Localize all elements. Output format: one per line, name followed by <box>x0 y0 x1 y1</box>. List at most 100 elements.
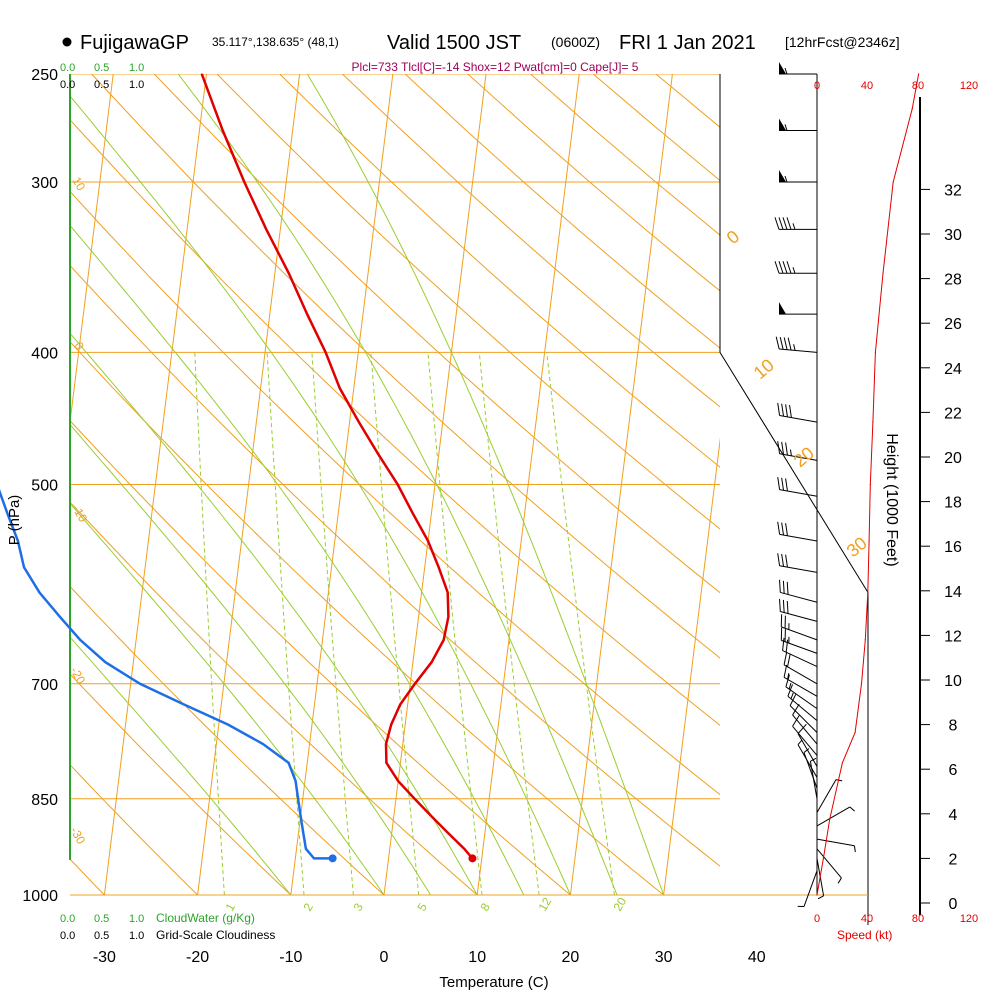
height-axis-label: Height (1000 Feet) <box>883 433 900 566</box>
height-tick-label: 30 <box>944 227 962 244</box>
axes-labels: -30 -20 -10 0 10 20 30 402503004005007008501000… <box>6 67 962 991</box>
wind-barb-full <box>782 261 788 274</box>
speed-profile-point <box>892 181 894 183</box>
pressure-tick-label: 250 <box>31 67 58 84</box>
dry-adiabat-line <box>91 74 720 659</box>
wind-barb-full <box>774 217 780 230</box>
temperature-point <box>265 228 267 230</box>
height-tick-label: 4 <box>949 807 958 824</box>
wind-barb-full <box>777 441 781 454</box>
speed-profile-point <box>918 73 920 75</box>
dewpoint-point <box>295 780 297 782</box>
wind-barb-full <box>777 521 781 535</box>
mixing-ratio-line <box>266 352 305 895</box>
dry-adiabat-line <box>70 673 292 895</box>
temperature-point <box>385 743 387 745</box>
wind-barb-staff <box>816 848 842 879</box>
mixing-ratio-line <box>194 352 225 895</box>
chart-header: FujigawaGP 35.117°,138.635° (48,1) Valid… <box>62 32 900 74</box>
wind-barb-full <box>789 694 797 706</box>
wind-barb-half <box>784 67 788 75</box>
valid-date: FRI 1 Jan 2021 <box>619 32 756 54</box>
wind-barb-half <box>817 895 824 900</box>
wind-barb-full <box>787 654 791 667</box>
wind-barb-staff <box>816 779 837 813</box>
valid-time: Valid 1500 JST <box>387 32 521 54</box>
moist-adiabat-line <box>70 636 292 895</box>
wind-barb-full <box>789 405 792 418</box>
dry-adiabat-line <box>0 74 11 895</box>
speed-profile-point <box>854 731 856 734</box>
wind-barb-staff <box>779 533 818 542</box>
speed-profile-line <box>816 73 920 896</box>
speed-profile <box>816 73 920 896</box>
x-tick-label: -30 <box>93 949 116 966</box>
mixing-ratio-label: 8 <box>477 900 493 913</box>
dry-adiabat-label: 30 <box>843 533 871 561</box>
dewpoint-point <box>297 798 299 800</box>
wind-barb-full <box>783 664 788 678</box>
dry-adiabat-line <box>70 340 664 895</box>
x-tick-label: -10 <box>279 949 302 966</box>
temperature-point <box>447 832 449 834</box>
mixing-ratio-line <box>427 352 483 895</box>
wind-barb-staff <box>779 453 818 461</box>
dry-adiabat-label: 0 <box>723 226 744 248</box>
wind-barb-staff <box>782 650 818 668</box>
cloudwater-label: CloudWater (g/Kg) <box>156 911 255 925</box>
wind-barb-full <box>783 652 788 665</box>
height-tick-label: 16 <box>944 539 962 556</box>
wind-barb-half <box>792 267 796 274</box>
height-tick-label: 28 <box>944 272 962 289</box>
dewpoint-point <box>287 762 290 764</box>
isotherm-line <box>70 74 114 426</box>
speed-profile-point <box>816 894 818 896</box>
wind-barb-full <box>787 684 794 697</box>
valid-utc: (0600Z) <box>551 34 600 50</box>
dewpoint-point <box>183 703 185 706</box>
mixing-ratio-line <box>370 352 420 895</box>
wind-barb-pennant <box>779 62 786 74</box>
dry-adiabat-line <box>404 74 720 349</box>
mixing-ratio-label: 20 <box>610 895 629 914</box>
temperature-point <box>463 848 465 850</box>
surface-dewpoint-marker <box>328 854 337 863</box>
wind-barb-staff <box>779 565 818 573</box>
dry-adiabat-left-label: 10 <box>69 175 88 194</box>
isotherm-line <box>290 74 394 895</box>
wind-barb-staff <box>803 870 818 907</box>
speed-tick-top-1: 40 <box>861 80 873 92</box>
isotherm-line <box>197 74 301 895</box>
height-tick-label: 26 <box>944 316 962 333</box>
diagram-frame <box>69 74 921 925</box>
mixing-ratio-label: 12 <box>535 895 554 914</box>
cloudiness-tick-bottom-2: 1.0 <box>129 930 144 942</box>
wind-barb-staff <box>783 664 818 685</box>
forecast-info: [12hrFcst@2346z] <box>785 34 900 50</box>
dewpoint-point <box>38 591 41 594</box>
dewpoint-point <box>59 616 61 618</box>
dewpoint-point <box>79 639 81 641</box>
dewpoint-point <box>313 857 315 859</box>
wind-barb-full <box>782 599 785 613</box>
pressure-tick-label: 850 <box>31 792 58 809</box>
y-axis-label: P (hPa) <box>6 495 23 546</box>
wind-barb-full <box>777 553 781 566</box>
speed-profile-point <box>874 351 877 353</box>
wind-barb-half <box>784 175 788 183</box>
thermo-background-lines <box>0 74 720 895</box>
wind-barb-staff <box>780 591 818 603</box>
pressure-tick-label: 400 <box>31 345 58 362</box>
wind-barb-staff <box>785 686 818 710</box>
cloudiness-tick-bottom-0: 0.0 <box>60 930 75 942</box>
wind-barb-half <box>797 739 803 745</box>
speed-profile-point <box>841 762 844 764</box>
wind-barb-full <box>783 337 788 350</box>
wind-barb-full <box>785 674 790 687</box>
cloudiness-label: Grid-Scale Cloudiness <box>156 928 275 942</box>
cloudiness-tick-top-0: 0.0 <box>60 79 75 91</box>
dry-adiabat-line <box>342 74 720 408</box>
dewpoint-point <box>139 683 141 685</box>
wind-barb-full <box>792 715 800 727</box>
speed-tick-bottom-2: 80 <box>912 913 924 925</box>
